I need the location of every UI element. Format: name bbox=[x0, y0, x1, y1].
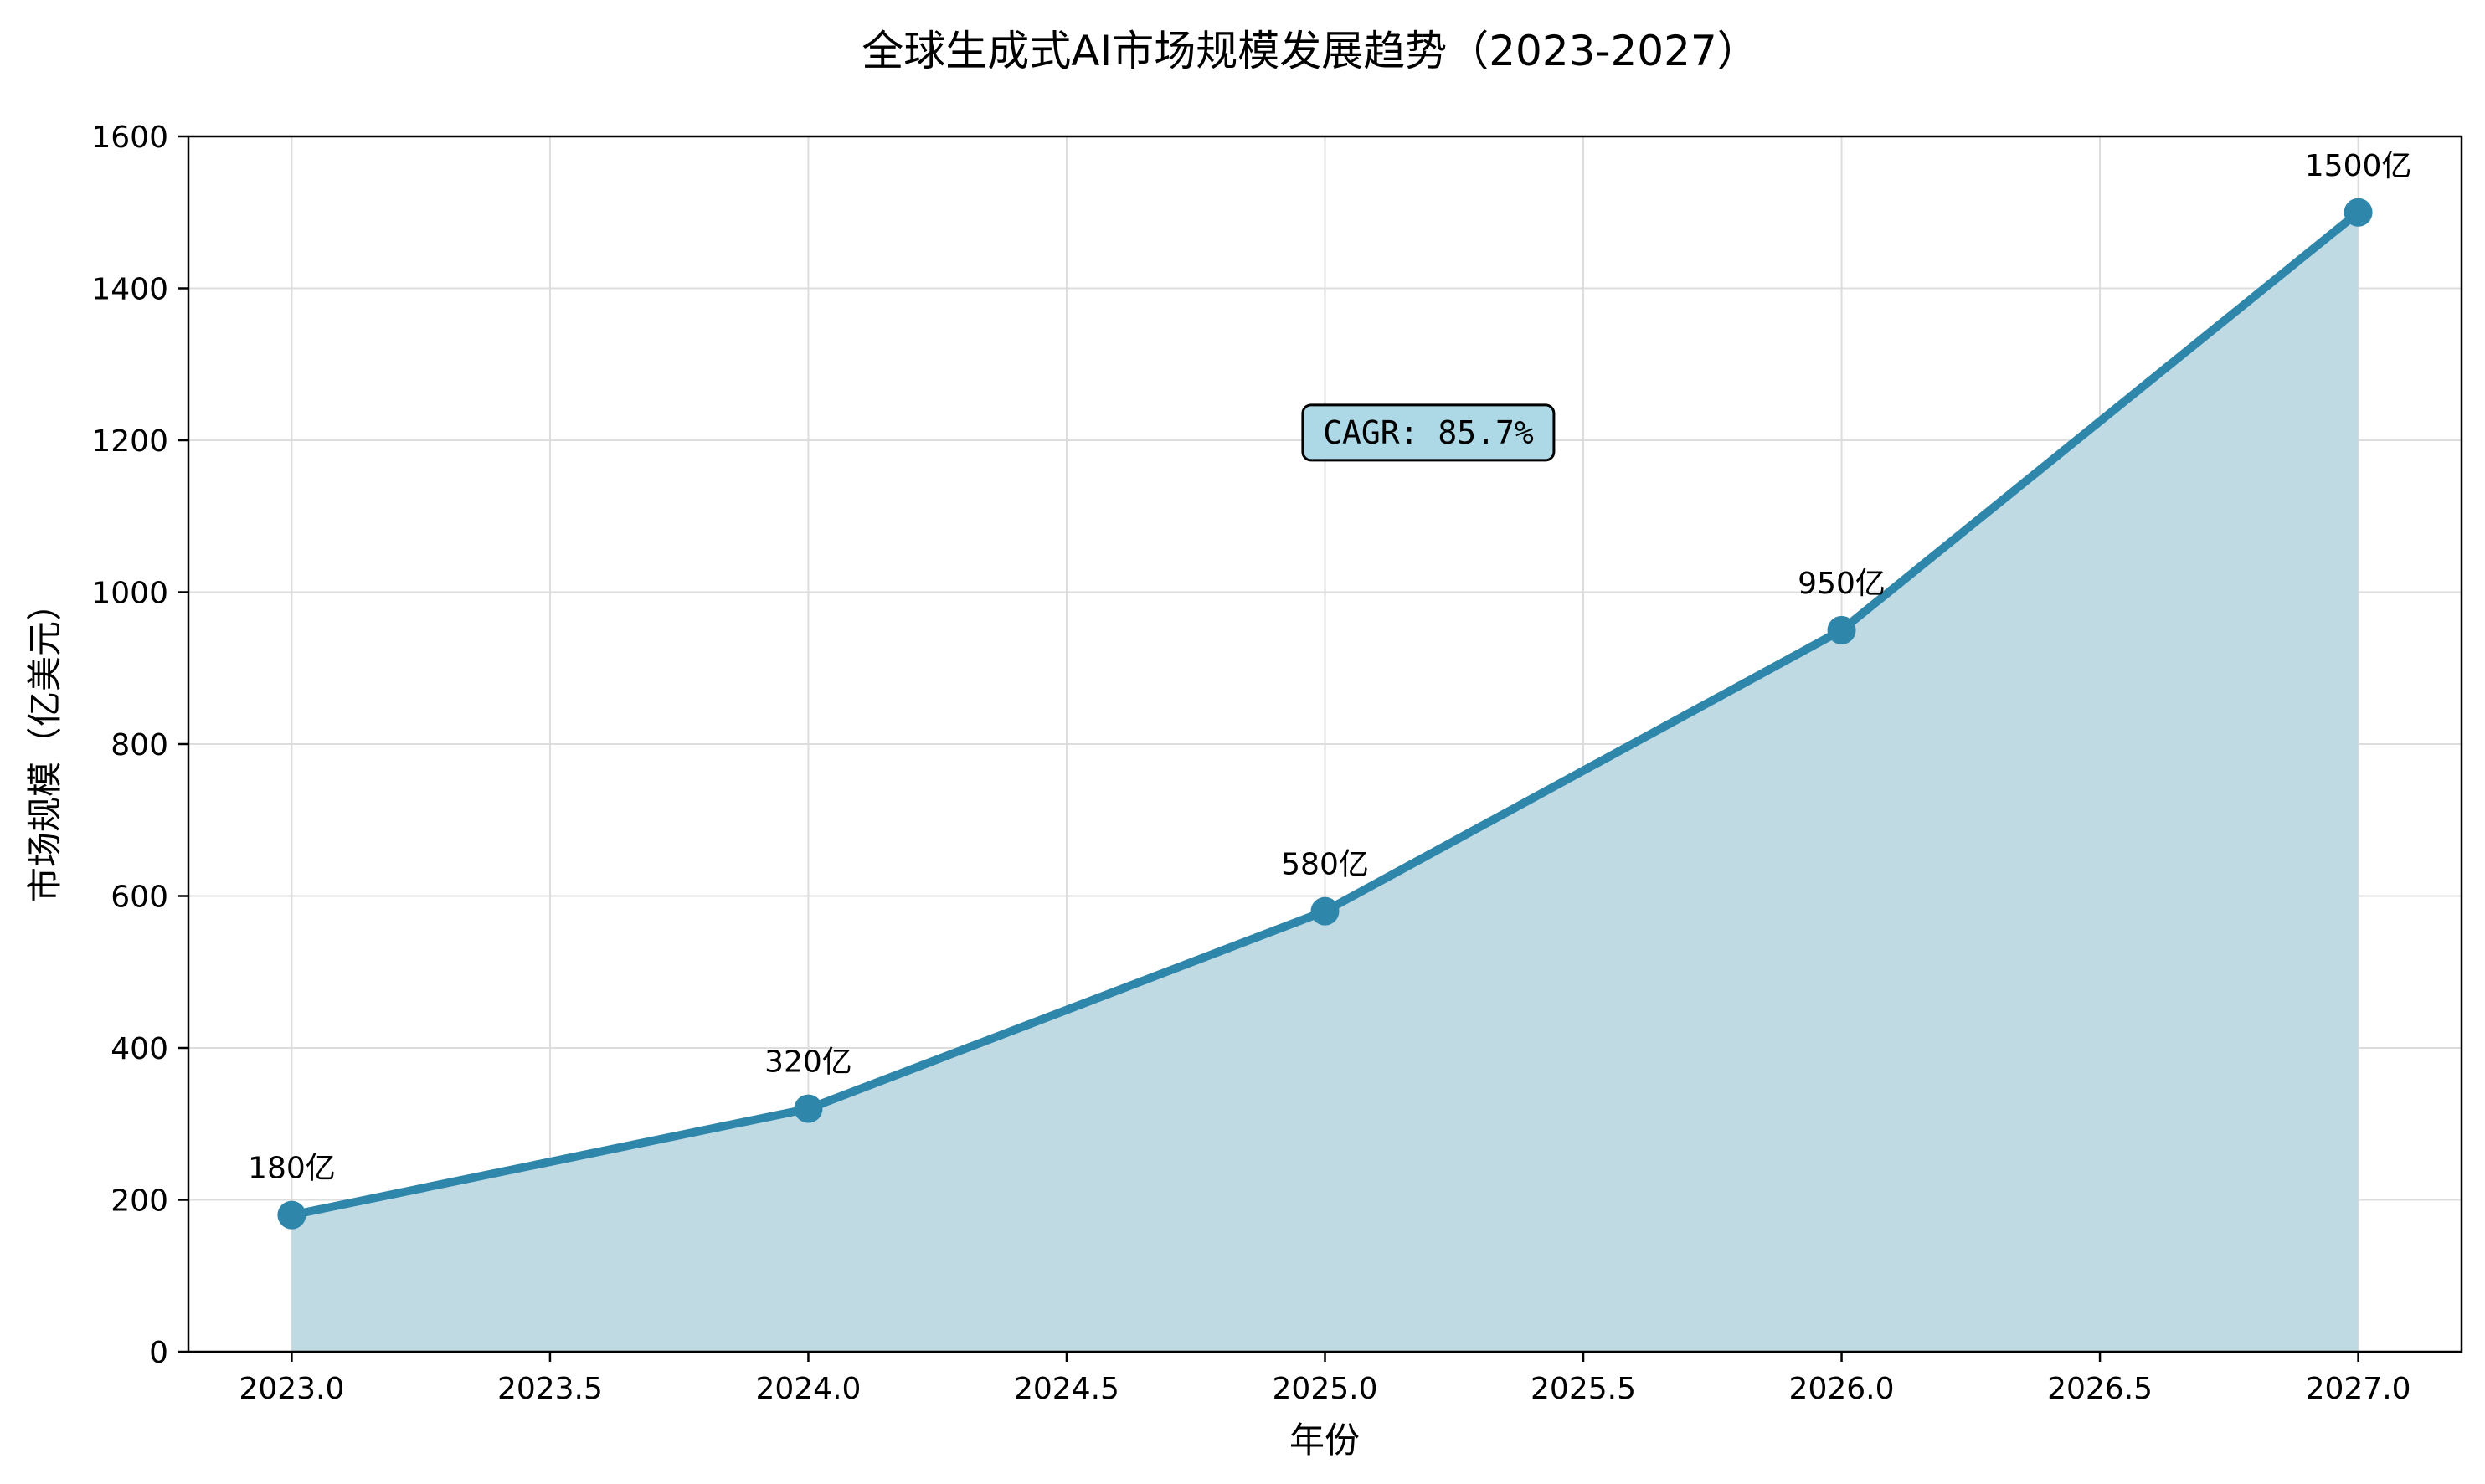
data-point bbox=[277, 1200, 306, 1230]
annotation-text: CAGR: 85.7% bbox=[1323, 414, 1534, 451]
y-tick-label: 800 bbox=[111, 728, 168, 763]
x-tick-label: 2025.0 bbox=[1273, 1372, 1378, 1406]
data-point bbox=[2344, 198, 2373, 227]
y-axis: 0 200 400 600 800 1000 1200 1400 1600 bbox=[91, 121, 188, 1370]
data-point bbox=[1827, 615, 1856, 644]
points-layer bbox=[277, 198, 2373, 1230]
data-point bbox=[794, 1094, 823, 1123]
labels-layer: 180亿 320亿 580亿 950亿 1500亿 bbox=[248, 149, 2411, 1186]
cagr-annotation: CAGR: 85.7% bbox=[1301, 403, 1556, 462]
data-label: 320亿 bbox=[764, 1045, 852, 1080]
y-tick-label: 400 bbox=[111, 1032, 168, 1066]
data-label: 580亿 bbox=[1281, 848, 1369, 882]
y-tick-label: 1000 bbox=[91, 577, 168, 611]
y-tick-label: 0 bbox=[149, 1336, 168, 1370]
data-label: 950亿 bbox=[1798, 567, 1886, 601]
area-layer bbox=[291, 212, 2359, 1352]
x-tick-label: 2023.5 bbox=[497, 1372, 603, 1406]
y-tick-label: 600 bbox=[111, 881, 168, 915]
x-tick-label: 2023.0 bbox=[239, 1372, 344, 1406]
y-tick-label: 1400 bbox=[91, 273, 168, 307]
y-tick-label: 1600 bbox=[91, 121, 168, 155]
x-tick-label: 2026.0 bbox=[1789, 1372, 1895, 1406]
chart-title: 全球生成式AI市场规模发展趋势（2023-2027） bbox=[862, 27, 1758, 75]
data-label: 1500亿 bbox=[2305, 149, 2412, 183]
x-tick-label: 2025.5 bbox=[1531, 1372, 1636, 1406]
x-tick-label: 2027.0 bbox=[2306, 1372, 2411, 1406]
y-tick-label: 200 bbox=[111, 1184, 168, 1219]
annotation-box bbox=[1301, 403, 1556, 462]
y-tick-label: 1200 bbox=[91, 424, 168, 459]
x-tick-label: 2024.0 bbox=[755, 1372, 861, 1406]
data-label: 180亿 bbox=[248, 1152, 336, 1186]
area-fill bbox=[291, 212, 2359, 1352]
data-point bbox=[1310, 896, 1340, 926]
x-axis-label: 年份 bbox=[1289, 1420, 1360, 1461]
y-axis-label: 市场规模（亿美元） bbox=[24, 586, 65, 902]
x-tick-label: 2024.5 bbox=[1014, 1372, 1119, 1406]
x-axis: 2023.0 2023.5 2024.0 2024.5 2025.0 2025.5 2026… bbox=[239, 1352, 2411, 1406]
x-tick-label: 2026.5 bbox=[2047, 1372, 2153, 1406]
